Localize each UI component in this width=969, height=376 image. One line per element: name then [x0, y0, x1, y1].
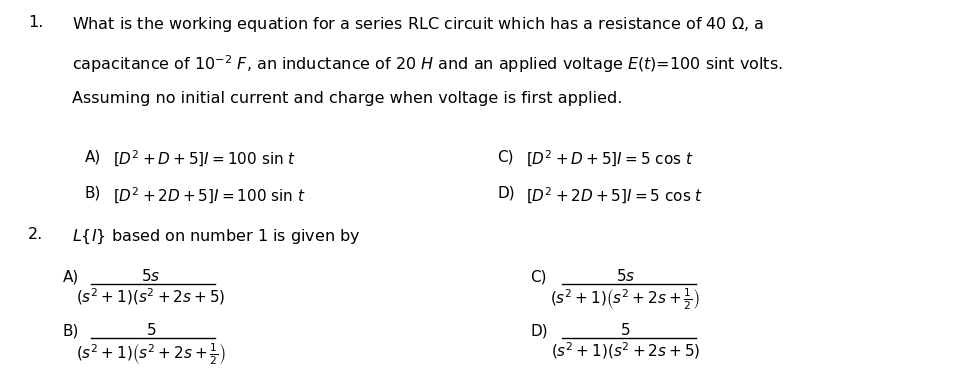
Text: C): C): [530, 270, 547, 285]
Text: Assuming no initial current and charge when voltage is first applied.: Assuming no initial current and charge w…: [73, 91, 622, 106]
Text: $5$: $5$: [619, 323, 630, 338]
Text: A): A): [63, 270, 79, 285]
Text: A): A): [84, 149, 101, 164]
Text: $5s$: $5s$: [615, 268, 635, 284]
Text: C): C): [497, 149, 514, 164]
Text: 1.: 1.: [28, 15, 44, 30]
Text: $[D^2 + D + 5]I = 100$ sin $t$: $[D^2 + D + 5]I = 100$ sin $t$: [113, 149, 297, 169]
Text: $(s^2 + 1)\left(s^2 + 2s + \frac{1}{2}\right)$: $(s^2 + 1)\left(s^2 + 2s + \frac{1}{2}\r…: [76, 341, 226, 367]
Text: $(s^2 + 1)\left(s^2 + 2s + \frac{1}{2}\right)$: $(s^2 + 1)\left(s^2 + 2s + \frac{1}{2}\r…: [549, 286, 700, 312]
Text: $(s^2 + 1)(s^2 + 2s + 5)$: $(s^2 + 1)(s^2 + 2s + 5)$: [77, 286, 226, 307]
Text: D): D): [530, 324, 547, 339]
Text: $L\{I\}$ based on number 1 is given by: $L\{I\}$ based on number 1 is given by: [73, 227, 360, 246]
Text: B): B): [63, 324, 79, 339]
Text: $5s$: $5s$: [141, 268, 161, 284]
Text: D): D): [497, 185, 515, 200]
Text: $[D^2 + 2D + 5]I = 100$ sin $t$: $[D^2 + 2D + 5]I = 100$ sin $t$: [113, 185, 306, 206]
Text: $(s^2 + 1)(s^2 + 2s + 5)$: $(s^2 + 1)(s^2 + 2s + 5)$: [550, 341, 700, 361]
Text: $[D^2 + D + 5]I = 5$ cos $t$: $[D^2 + D + 5]I = 5$ cos $t$: [525, 149, 693, 169]
Text: B): B): [84, 185, 101, 200]
Text: $[D^2 + 2D + 5]I = 5$ cos $t$: $[D^2 + 2D + 5]I = 5$ cos $t$: [525, 185, 703, 206]
Text: $5$: $5$: [146, 323, 156, 338]
Text: capacitance of 10$^{-2}$ $F$, an inductance of 20 $H$ and an applied voltage $E(: capacitance of 10$^{-2}$ $F$, an inducta…: [73, 53, 783, 75]
Text: 2.: 2.: [28, 227, 43, 242]
Text: What is the working equation for a series RLC circuit which has a resistance of : What is the working equation for a serie…: [73, 15, 764, 34]
